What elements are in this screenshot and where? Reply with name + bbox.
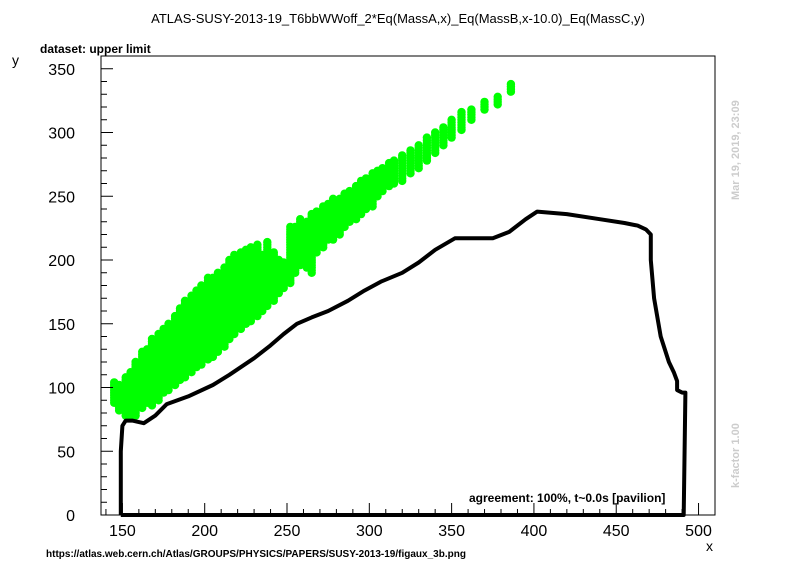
x-tick-label: 150	[109, 523, 136, 540]
data-point	[279, 258, 288, 267]
data-point	[230, 250, 239, 260]
x-tick-label: 200	[191, 523, 218, 540]
dataset-label: dataset: upper limit	[40, 42, 151, 56]
x-tick-label: 350	[438, 523, 465, 540]
y-axis-title: y	[12, 52, 19, 68]
agreement-label: agreement: 100%, t~0.0s [pavilion]	[469, 491, 666, 505]
y-tick-label: 200	[48, 253, 75, 270]
data-point	[180, 296, 190, 305]
data-point	[506, 79, 516, 89]
data-point	[253, 240, 262, 249]
x-tick-label: 500	[685, 523, 712, 540]
data-point	[328, 194, 338, 203]
data-point	[406, 146, 415, 155]
data-point	[389, 156, 399, 165]
data-point	[197, 281, 206, 290]
y-tick-label: 150	[48, 317, 75, 334]
data-point	[431, 128, 440, 137]
timestamp-label: Mar 19, 2019, 23:09	[730, 100, 742, 200]
data-point	[457, 107, 466, 117]
kfactor-label: k-factor 1.00	[730, 423, 742, 488]
exclusion-contour	[118, 209, 688, 517]
data-point	[345, 186, 354, 196]
y-tick-label: 300	[48, 126, 75, 143]
data-point	[480, 97, 489, 107]
data-point	[378, 164, 387, 173]
y-tick-label: 100	[48, 381, 75, 398]
data-point	[422, 133, 432, 142]
data-point	[164, 319, 173, 328]
scatter-points	[110, 79, 516, 420]
y-tick-label: 250	[48, 189, 75, 206]
y-tick-label: 50	[57, 444, 75, 461]
y-tick-label: 350	[48, 62, 75, 79]
data-point	[296, 215, 305, 224]
data-point	[414, 141, 423, 150]
data-point	[269, 248, 278, 257]
data-point	[439, 123, 448, 132]
data-point	[246, 243, 255, 252]
x-tick-label: 250	[274, 523, 301, 540]
source-url: https://atlas.web.cern.ch/Atlas/GROUPS/P…	[46, 549, 466, 560]
y-axis: 0 50 100 150 200 250 300 350	[48, 55, 113, 525]
data-point	[467, 105, 476, 114]
x-tick-label: 300	[356, 523, 383, 540]
x-axis: 150 200 250 300 350 400 450 500	[105, 503, 716, 540]
data-point	[263, 237, 272, 247]
data-point	[213, 268, 223, 277]
data-point	[114, 380, 124, 390]
y-tick-label: 0	[66, 508, 75, 525]
data-point	[131, 357, 140, 367]
x-axis-title: x	[706, 538, 713, 554]
x-tick-label: 400	[521, 523, 548, 540]
plot-frame	[100, 55, 716, 516]
data-point	[493, 92, 502, 102]
data-point	[147, 334, 157, 344]
data-point	[398, 151, 407, 160]
data-point	[361, 174, 371, 183]
data-point	[312, 207, 321, 216]
x-tick-label: 450	[603, 523, 630, 540]
chart-title: ATLAS-SUSY-2013-19_T6bbWWoff_2*Eq(MassA,…	[151, 11, 645, 26]
data-point	[447, 115, 456, 125]
